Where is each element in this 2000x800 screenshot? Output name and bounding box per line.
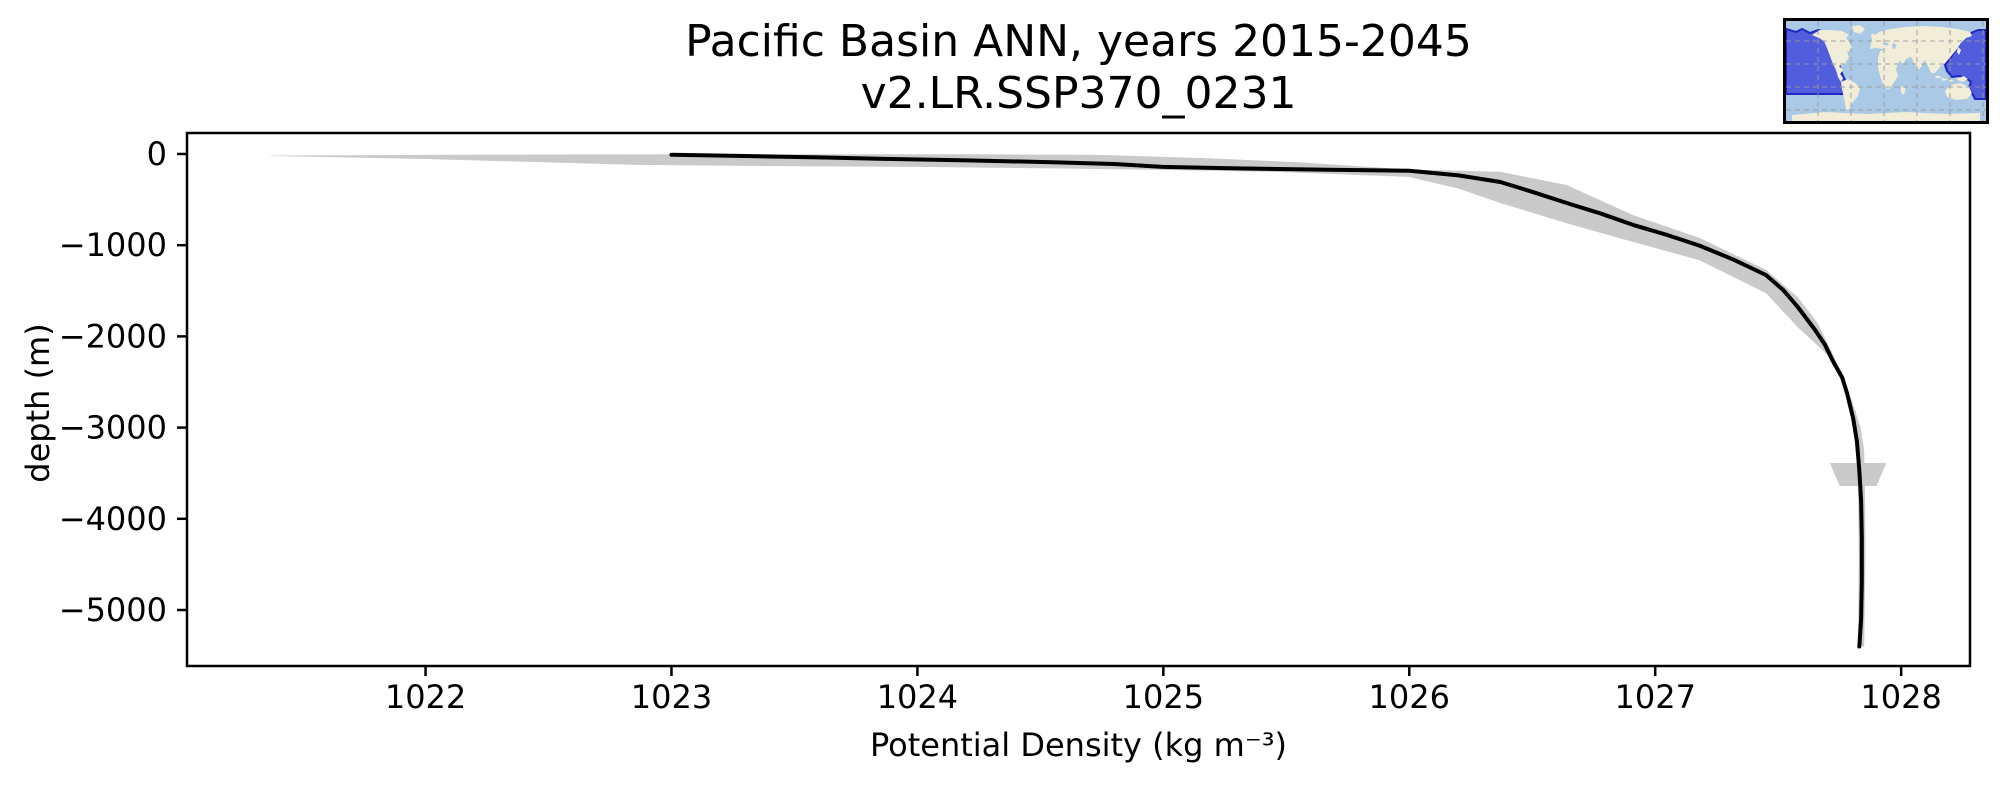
- map-new-guinea: [1956, 76, 1968, 82]
- chart-title-block: Pacific Basin ANN, years 2015-2045 v2.LR…: [187, 16, 1970, 120]
- map-antarctica: [1792, 112, 1980, 121]
- y-tick-label: −3000: [59, 409, 167, 447]
- map-eurasia: [1870, 26, 1972, 73]
- map-caspian-sea: [1892, 43, 1896, 49]
- chart-subtitle: v2.LR.SSP370_0231: [860, 68, 1297, 119]
- uncertainty-band: [270, 154, 1866, 647]
- chart-title: Pacific Basin ANN, years 2015-2045: [685, 16, 1472, 67]
- y-tick-label: −1000: [59, 226, 167, 264]
- x-tick-label: 1024: [877, 678, 958, 716]
- map-britain: [1871, 33, 1875, 39]
- mean-profile-line: [669, 152, 1864, 649]
- region-inset-map: [1783, 18, 1989, 124]
- axes-frame: [185, 131, 1972, 668]
- map-japan: [1957, 47, 1961, 55]
- x-tick-label: 1027: [1614, 678, 1695, 716]
- y-tick-label: −2000: [59, 317, 167, 355]
- y-tick-label: −4000: [59, 500, 167, 538]
- map-greenland: [1852, 25, 1865, 34]
- x-tick-label: 1028: [1860, 678, 1941, 716]
- map-north-america: [1812, 30, 1852, 82]
- x-tick-label: 1023: [631, 678, 712, 716]
- map-indonesia-1: [1935, 75, 1941, 79]
- y-tick-label: −5000: [59, 591, 167, 629]
- map-black-sea: [1883, 42, 1889, 46]
- x-tick-label: 1025: [1123, 678, 1204, 716]
- map-indonesia-3: [1949, 79, 1953, 82]
- y-tick-label: 0: [147, 135, 167, 173]
- world-map-icon: [1785, 21, 1987, 121]
- map-graticule: [1786, 21, 1986, 121]
- x-axis-label: Potential Density (kg m⁻³): [869, 726, 1288, 764]
- map-madagascar: [1900, 85, 1906, 95]
- x-tick-label: 1026: [1369, 678, 1450, 716]
- map-indonesia-2: [1941, 78, 1947, 81]
- x-tick-label: 1022: [385, 678, 466, 716]
- y-axis-label: depth (m): [19, 323, 57, 483]
